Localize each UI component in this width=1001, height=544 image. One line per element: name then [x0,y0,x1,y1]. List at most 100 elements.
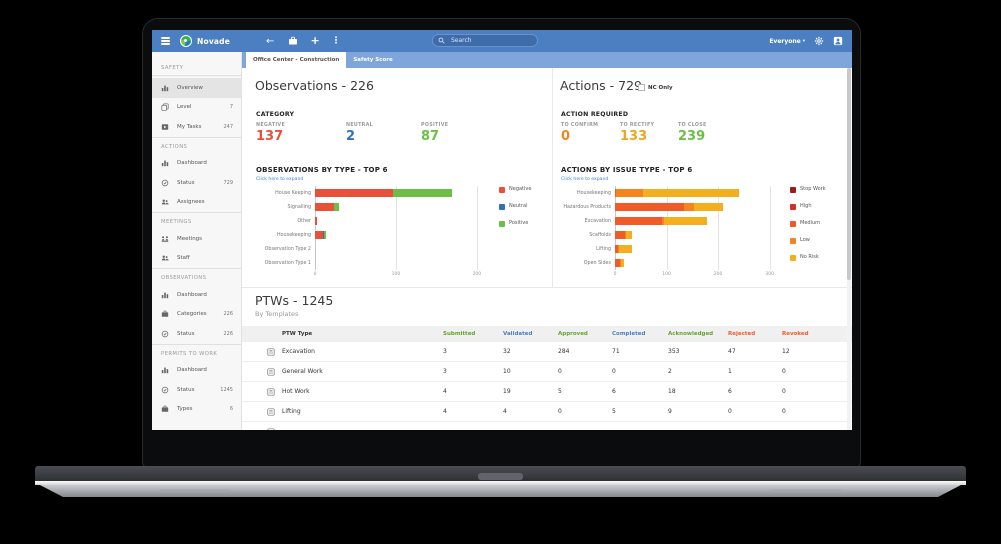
chart-gridline [615,186,616,270]
sidebar-item-staff[interactable]: Staff [152,249,241,269]
sidebar-item-status[interactable]: Status 226 [152,324,241,344]
settings-gear-icon[interactable] [814,36,824,46]
sidebar-item-label: Status [177,386,195,393]
sidebar-nav: SAFETY Overview Level 7 My Tasks 247 ACTIONS Da… [152,52,242,430]
scrollbar-thumb[interactable] [847,68,851,280]
axis-tick-label: 200 [713,272,723,277]
scrollbar-track[interactable] [847,68,851,430]
sidebar-item-dashboard[interactable]: Dashboard [152,154,241,174]
ptw-cell-value: 19 [503,388,511,395]
search-bar[interactable] [432,34,538,47]
sidebar-item-overview[interactable]: Overview [152,78,241,98]
ptw-row-partial[interactable] [242,422,852,430]
bar-segment-negative [315,231,324,239]
laptop-base [40,485,961,497]
ptw-row-excavation[interactable]: Excavation 3 32 284 71 353 47 12 [242,342,852,362]
chart-category-label: Scaffolds [589,232,611,238]
nc-only-checkbox[interactable]: NC Only [638,84,673,91]
legend-swatch [790,221,796,227]
chart-gridline [315,186,316,270]
ptw-table-header: PTW Type Submitted Validated Approved Comple… [242,326,852,342]
actions-expand-link[interactable]: Click here to expand [561,177,609,182]
observations-expand-link[interactable]: Click here to expand [256,177,304,182]
tab-safety-score[interactable]: Safety Score [353,57,393,63]
tab-office-center-construction[interactable]: Office Center - Construction [246,52,347,68]
legend-swatch [499,221,505,227]
menu-icon[interactable] [161,36,170,46]
back-arrow-icon[interactable]: ← [266,35,275,47]
account-badge-icon[interactable] [833,36,843,46]
sidebar-item-categories[interactable]: Categories 226 [152,305,241,325]
sidebar-item-my-tasks[interactable]: My Tasks 247 [152,117,241,137]
bar-segment-positive [333,203,340,211]
chart-category-label: Housekeeping [576,190,611,196]
sidebar-item-meetings[interactable]: Meetings [152,229,241,249]
ptw-cell-value: 9 [668,408,672,415]
chart-bar [315,203,489,211]
chart-category-label: Housekeeping [276,232,311,238]
axis-tick-label: 200 [472,272,482,277]
sidebar-item-status[interactable]: Status 1245 [152,380,241,400]
chart-bar [315,259,489,267]
bar-segment-no-risk [621,259,625,267]
sidebar-item-count: 226 [223,330,233,337]
sidebar-item-label: Level [177,104,192,111]
sidebar-item-label: Dashboard [177,160,207,167]
axis-tick-label: 300 [765,272,774,277]
search-icon [438,37,445,44]
sidebar-item-dashboard[interactable]: Dashboard [152,285,241,305]
sidebar-section-meetings: MEETINGS Meetings Staff [152,212,241,268]
actions-chart-title: ACTIONS BY ISSUE TYPE - TOP 6 [561,166,693,174]
sidebar-item-dashboard[interactable]: Dashboard [152,361,241,381]
ptw-type-name: Lifting [282,408,301,415]
stat-label: NEUTRAL [346,123,374,128]
chart-row-excavation: Excavation [560,214,848,228]
chart-bar [315,189,489,197]
search-input[interactable] [449,36,532,45]
ptw-row-hot-work[interactable]: Hot Work 4 19 5 6 18 6 0 [242,382,852,402]
legend-item-medium: Medium [790,220,826,237]
chart-legend: Negative Neutral Positive [499,186,531,237]
chart-category-label: Other [297,218,311,224]
ptw-cell-value: 0 [558,368,562,375]
briefcase-icon[interactable] [288,36,298,46]
legend-label: Neutral [509,203,528,209]
chart-gridline [476,186,478,270]
more-options-icon[interactable]: ⋮ [331,36,341,46]
sidebar-item-level[interactable]: Level 7 [152,98,241,118]
play-icon [161,123,169,131]
add-icon[interactable]: + [310,34,320,47]
ptw-template-icon [267,427,275,430]
scope-label: Everyone [769,37,801,45]
sidebar-item-label: Overview [177,84,203,91]
briefcase-icon [161,405,169,413]
sidebar-item-types[interactable]: Types 6 [152,400,241,420]
ptw-row-lifting[interactable]: Lifting 4 4 0 5 9 0 0 [242,402,852,422]
chart-icon [161,291,169,299]
chart-icon [161,159,169,167]
ptw-cell-value: 0 [782,388,786,395]
stat-label: NEGATIVE [256,123,286,128]
legend-item-positive: Positive [499,220,531,237]
sidebar-item-status[interactable]: Status 729 [152,173,241,193]
legend-item-high: High [790,203,826,220]
legend-label: Stop Work [800,186,826,192]
chart-bar [315,231,489,239]
ptw-row-general-work[interactable]: General Work 3 10 0 0 2 1 0 [242,362,852,382]
legend-label: High [800,203,812,209]
scope-dropdown[interactable]: Everyone ▾ [769,38,805,45]
chart-row-signalling: Signalling [255,200,552,214]
ptw-type-name: Excavation [282,348,315,355]
sidebar-item-count: 7 [229,104,233,111]
bar-segment-positive [324,231,326,239]
chevron-down-icon: ▾ [802,38,805,44]
bar-segment-negative [315,189,393,197]
sidebar-item-label: Dashboard [177,367,207,374]
chart-icon [161,84,169,92]
sidebar-item-count: 1245 [220,386,233,393]
category-label: CATEGORY [256,111,295,118]
chart-row-scaffolds: Scaffolds [560,228,848,242]
sidebar-section-safety: SAFETY Overview Level 7 My Tasks 247 [152,59,241,137]
observations-stats: NEGATIVE 137 NEUTRAL 2 POSITIVE 87 [256,123,491,144]
sidebar-item-assignees[interactable]: Assignees [152,193,241,213]
